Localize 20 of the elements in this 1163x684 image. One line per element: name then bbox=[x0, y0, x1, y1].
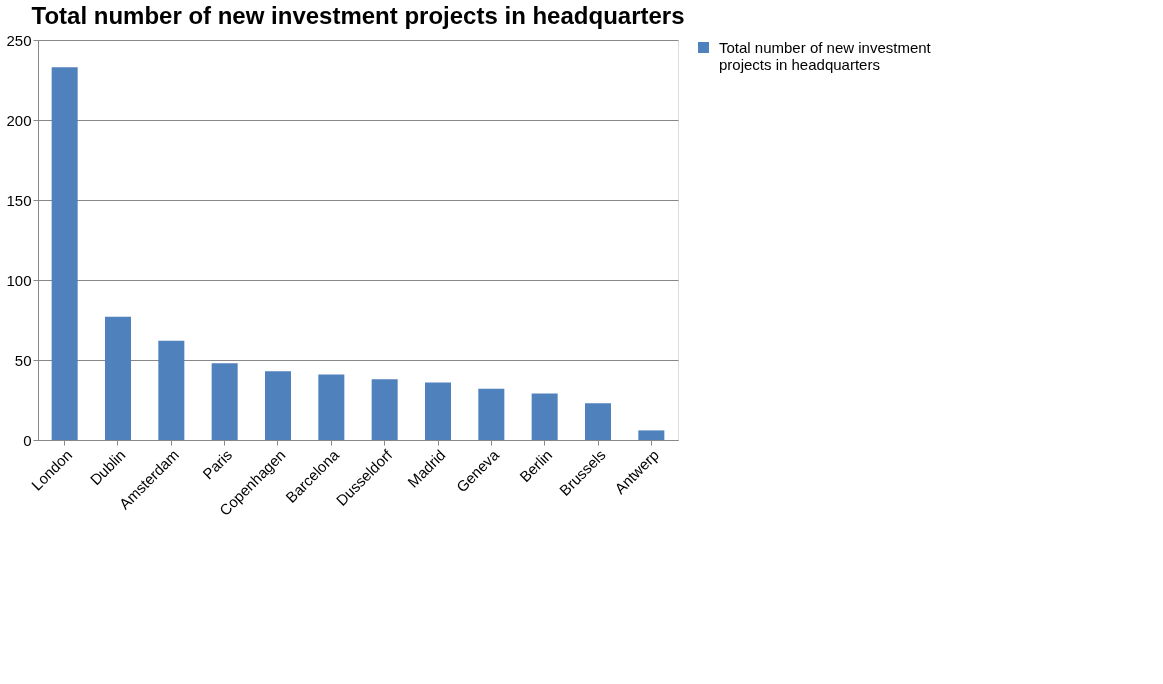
bar bbox=[51, 67, 78, 440]
bar bbox=[265, 371, 291, 440]
chart-title: Total number of new investment projects in headquarters bbox=[31, 2, 685, 29]
bar bbox=[425, 382, 451, 440]
bar bbox=[105, 316, 131, 440]
bar bbox=[585, 403, 611, 440]
bar bbox=[211, 363, 238, 440]
bar bbox=[371, 379, 398, 440]
bar bbox=[531, 393, 558, 440]
y-tick-label: 0 bbox=[23, 431, 32, 449]
bar bbox=[478, 388, 505, 440]
bar bbox=[638, 430, 665, 440]
bar bbox=[158, 340, 185, 440]
legend-label: Total number of new investment projects in headquarters bbox=[719, 38, 932, 73]
y-tick-label: 250 bbox=[6, 31, 32, 49]
y-tick-label: 200 bbox=[6, 111, 32, 129]
y-tick-label: 50 bbox=[14, 351, 32, 369]
y-tick-label: 100 bbox=[6, 271, 32, 289]
y-tick-label: 150 bbox=[6, 191, 32, 209]
bar bbox=[318, 374, 345, 440]
